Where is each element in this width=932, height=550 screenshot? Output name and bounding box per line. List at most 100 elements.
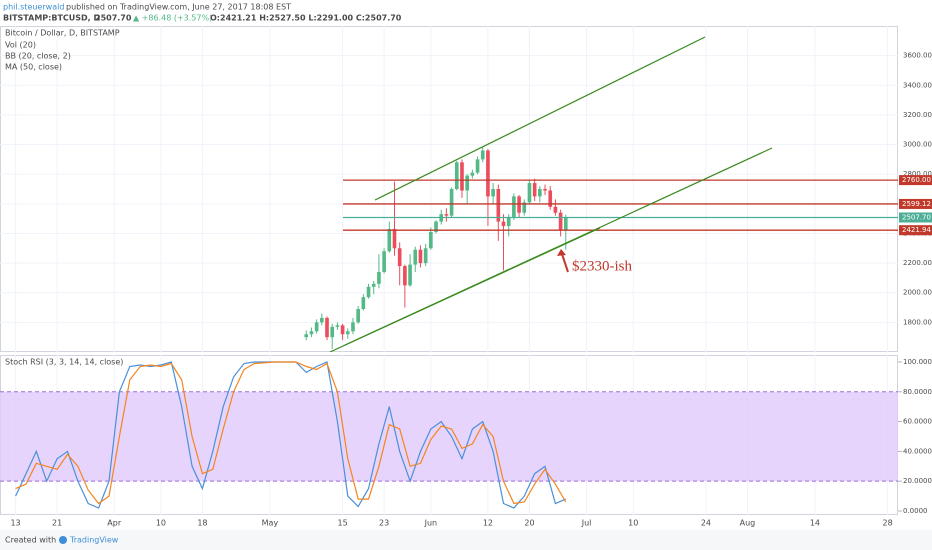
change: ▲ +86.48 (+3.57%): [133, 14, 212, 23]
x-tick-label: Apr: [107, 519, 122, 528]
candle-body: [330, 326, 335, 338]
y-tick-label: 40.0000: [903, 447, 932, 455]
candle-body: [397, 248, 402, 267]
candle-body: [366, 286, 371, 298]
candle-body: [320, 317, 324, 323]
x-tick-label: 18: [197, 519, 207, 528]
y-tick-label: 3600.00: [903, 52, 932, 60]
candle-body: [480, 150, 485, 160]
candle-body: [506, 217, 511, 227]
x-tick-label: Aug: [740, 519, 756, 528]
candle-body: [475, 159, 480, 173]
candle-body: [356, 309, 360, 323]
y-tick-label: 1800.00: [903, 318, 932, 326]
footer: [0, 530, 932, 550]
annotation: $2330-ish: [572, 258, 633, 274]
x-tick-label: 20: [524, 519, 534, 528]
candle-body: [512, 196, 516, 218]
level-tag: [899, 175, 932, 186]
x-tick-label: Jun: [424, 519, 438, 528]
footer-text: Created with: [5, 536, 56, 545]
candle-body: [392, 229, 397, 249]
level-label: 2421.94: [902, 226, 931, 234]
candle-body: [345, 331, 350, 335]
level-label: 2507.70: [902, 213, 931, 221]
candle-body: [423, 248, 428, 264]
trendline: [374, 36, 706, 201]
candle-body: [309, 331, 314, 335]
candle-body: [496, 189, 501, 222]
candle-body: [377, 271, 381, 284]
candle-body: [408, 264, 412, 286]
x-tick-label: Jul: [581, 519, 592, 528]
trendlines: [329, 36, 773, 352]
x-tick-label: 13: [10, 519, 20, 528]
y-tick-label: 3400.00: [903, 81, 932, 89]
x-tick-label: 23: [379, 519, 389, 528]
candle-body: [558, 212, 563, 231]
candle-body: [522, 202, 527, 213]
x-tick-label: 21: [52, 519, 62, 528]
y-tick-label: 80.0000: [903, 388, 932, 396]
candle-body: [538, 189, 542, 197]
x-tick-label: 28: [883, 519, 893, 528]
candle-body: [434, 221, 438, 232]
candle-body: [444, 214, 449, 216]
candle-body: [351, 322, 355, 332]
candle-body: [470, 172, 475, 176]
y-tick-label: 3200.00: [903, 111, 932, 119]
published: published on TradingView.com, June 27, 2…: [66, 3, 291, 12]
candle-body: [361, 297, 366, 310]
candle-body: [486, 150, 490, 197]
level-tag: [899, 212, 932, 223]
indicator: MA (50, close): [5, 63, 62, 72]
arrow-head: [557, 249, 566, 256]
candle-body: [340, 325, 345, 335]
level-tag: [899, 198, 932, 209]
candle-body: [325, 317, 329, 338]
candle-body: [403, 266, 407, 286]
y-tick-label: 100.0000: [903, 358, 932, 366]
candle-body: [527, 183, 532, 203]
last-price: 2507.70: [95, 14, 132, 23]
y-tick-label: 3000.00: [903, 141, 932, 149]
ohlc: O:2421.21 H:2527.50 L:2291.00 C:2507.70: [210, 14, 402, 23]
y-tick-label: 0.0000: [903, 507, 928, 515]
candle-body: [314, 322, 319, 332]
author[interactable]: phil.steuerwald: [3, 3, 64, 12]
candle-body: [543, 189, 547, 191]
candle-body: [454, 162, 459, 189]
symbol: BITSTAMP:BTCUSD, D: [3, 14, 100, 23]
candle-body: [429, 231, 433, 249]
indicator: Vol (20): [5, 41, 36, 50]
x-tick-label: 14: [810, 519, 820, 528]
y-tick-label: 2200.00: [903, 259, 932, 267]
arrow: [561, 253, 569, 273]
x-tick-label: 12: [483, 519, 493, 528]
y-tick-label: 20.0000: [903, 477, 932, 485]
trendline: [329, 227, 601, 352]
pane-title: Stoch RSI (3, 3, 14, 14, close): [5, 358, 123, 367]
candle-body: [532, 183, 537, 197]
indicator: BB (20, close, 2): [5, 52, 71, 61]
candle-body: [548, 190, 553, 207]
candle-body: [460, 162, 464, 191]
candle-body: [335, 325, 340, 327]
footer-brand[interactable]: TradingView: [69, 536, 119, 545]
x-tick-label: May: [262, 519, 279, 528]
level-tag: [899, 225, 932, 236]
candle-body: [465, 175, 469, 191]
candle-body: [413, 249, 418, 265]
y-tick-label: 2800.00: [903, 170, 932, 178]
candle-body: [449, 189, 454, 216]
candle-body: [304, 334, 309, 338]
candle-body: [553, 206, 558, 213]
x-tick-label: 10: [628, 519, 638, 528]
level-label: 2599.12: [902, 200, 931, 208]
y-tick-label: 60.0000: [903, 418, 932, 426]
y-tick-label: 2000.00: [903, 289, 932, 297]
candle-body: [501, 221, 506, 227]
candle-body: [563, 217, 568, 231]
candle-body: [382, 251, 386, 272]
pane-title: Bitcoin / Dollar, D, BITSTAMP: [5, 29, 120, 38]
